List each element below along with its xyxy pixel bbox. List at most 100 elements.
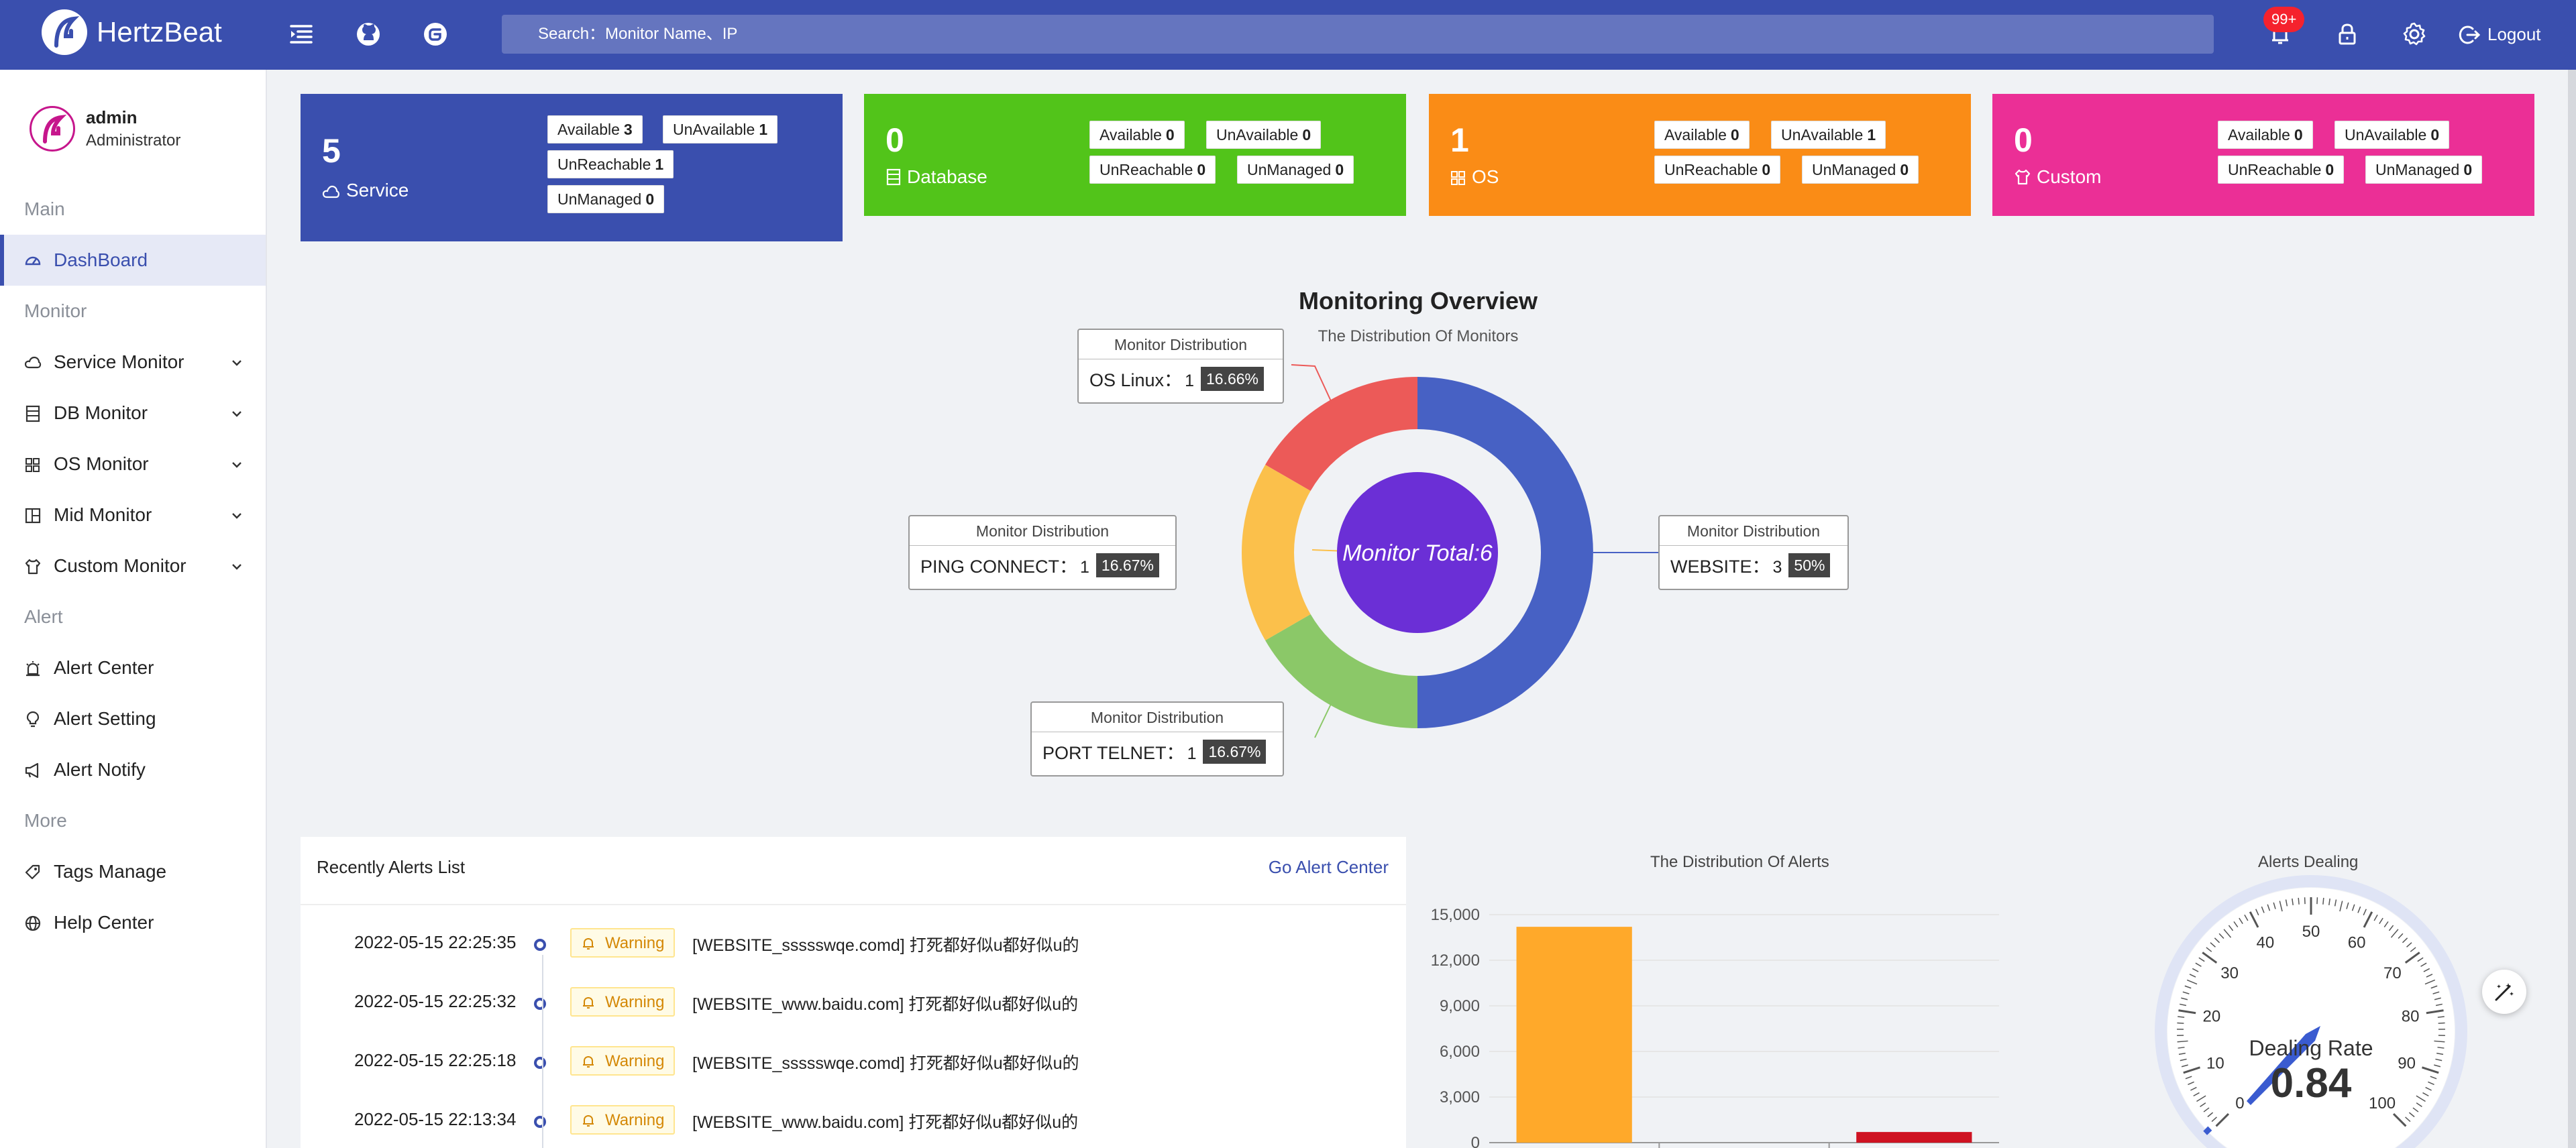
alert-row[interactable]: 2022-05-15 22:25:35 Warning [WEBSITE_sss… (301, 919, 1406, 966)
custom-label: Custom (2014, 166, 2101, 188)
timeline-dot (534, 1116, 546, 1128)
gauge-tick (2398, 933, 2404, 939)
gauge-tick (2416, 1102, 2422, 1108)
service-summary-card[interactable]: 5 Service Available 3 UnAvailable 1 UnReac… (301, 94, 843, 241)
status-tag-unavailable[interactable]: UnAvailable 1 (1771, 121, 1886, 149)
notification-badge: 99+ (2263, 7, 2305, 32)
gauge-tick (2203, 1107, 2210, 1112)
gitee-icon[interactable] (421, 20, 449, 48)
gauge-tick-label: 100 (2369, 1094, 2396, 1112)
gauge-tick (2273, 902, 2276, 909)
monitor-distribution-chart[interactable]: Monitor Total:6 (872, 349, 1945, 791)
overview-subtitle: The Distribution Of Monitors (1318, 327, 1519, 345)
gauge-tick (2410, 947, 2416, 952)
bar-emergency[interactable] (1856, 1132, 1972, 1143)
database-summary-card[interactable]: 0 Database Available 0 UnAvailable 0 UnRea… (864, 94, 1406, 216)
gauge-needle (2247, 1026, 2320, 1105)
chevron-down-icon (232, 513, 241, 519)
alert-row[interactable]: 2022-05-15 22:13:34 Warning [WEBSITE_www… (301, 1096, 1406, 1143)
slice-os-linux[interactable] (1265, 377, 1417, 491)
alert-row[interactable]: 2022-05-15 22:25:18 Warning [WEBSITE_sss… (301, 1037, 1406, 1084)
status-tag-unmanaged[interactable]: UnManaged 0 (2365, 156, 2483, 184)
gauge-tick (2178, 1052, 2186, 1055)
sidebar-item-os-monitor[interactable]: OS Monitor (0, 439, 266, 490)
sidebar-item-mid-monitor[interactable]: Mid Monitor (0, 490, 266, 540)
database-icon (886, 168, 901, 186)
logout-label: Logout (2487, 24, 2541, 44)
gauge-tick (2180, 1058, 2187, 1061)
gauge-tick (2430, 985, 2438, 989)
settings-gear-icon[interactable] (2400, 20, 2428, 48)
alert-row[interactable]: 2022-05-15 22:25:32 Warning [WEBSITE_www… (301, 978, 1406, 1025)
gauge-tick (2402, 937, 2408, 943)
status-tag-available[interactable]: Available 0 (2218, 121, 2313, 149)
alerts-distribution-chart[interactable]: 0 3,000 6,000 9,000 12,000 15,000 (1409, 872, 2026, 1148)
sidebar-item-alert-center[interactable]: Alert Center (0, 642, 266, 693)
sidebar-item-alert-setting[interactable]: Alert Setting (0, 693, 266, 744)
app-name[interactable]: HertzBeat (97, 16, 222, 48)
go-alert-center-link[interactable]: Go Alert Center (1268, 857, 1389, 877)
sidebar-item-db-monitor[interactable]: DB Monitor (0, 388, 266, 439)
y-tick-label: 15,000 (1431, 906, 1480, 924)
slice-ping-connect[interactable] (1242, 465, 1311, 640)
github-icon[interactable] (354, 20, 382, 48)
status-tag-available[interactable]: Available 0 (1654, 121, 1750, 149)
global-icon (25, 915, 41, 931)
status-tag-unmanaged[interactable]: UnManaged 0 (1802, 156, 1919, 184)
os-label: OS (1450, 166, 1499, 188)
status-tag-available[interactable]: Available 3 (547, 115, 643, 144)
gauge-tick (2416, 1095, 2426, 1102)
gauge-value: 0.84 (2271, 1060, 2352, 1106)
sidebar-item-help-center[interactable]: Help Center (0, 897, 266, 948)
user-panel[interactable]: admin Administrator (30, 101, 258, 168)
sidebar-item-custom-monitor[interactable]: Custom Monitor (0, 540, 266, 591)
gauge-tick-label: 40 (2257, 933, 2275, 952)
gauge-tick (2180, 1003, 2187, 1007)
status-tag-unavailable[interactable]: UnAvailable 1 (663, 115, 778, 144)
os-summary-card[interactable]: 1 OS Available 0 UnAvailable 1 UnReachable… (1429, 94, 1971, 216)
floating-edit-button[interactable] (2482, 970, 2526, 1014)
slice-port-telnet[interactable] (1265, 614, 1417, 728)
gauge-label: Dealing Rate (2249, 1036, 2373, 1060)
status-tag-unmanaged[interactable]: UnManaged 0 (1237, 156, 1354, 184)
gauge-tick (2211, 1116, 2217, 1123)
sidebar-item-alert-notify[interactable]: Alert Notify (0, 744, 266, 795)
sidebar-item-dashboard[interactable]: DashBoard (0, 235, 266, 286)
logout-button[interactable]: Logout (2457, 19, 2541, 50)
status-tag-unavailable[interactable]: UnAvailable 0 (2334, 121, 2450, 149)
lock-icon[interactable] (2333, 20, 2361, 48)
slice-website[interactable] (1417, 377, 1593, 728)
status-tag-unreachable[interactable]: UnReachable 0 (1654, 156, 1781, 184)
status-tag-unavailable[interactable]: UnAvailable 0 (1206, 121, 1322, 149)
gauge-tick (2412, 1107, 2419, 1112)
gauge-tick (2182, 991, 2190, 994)
avatar[interactable] (30, 106, 75, 152)
status-tag-unreachable[interactable]: UnReachable 0 (2218, 156, 2345, 184)
custom-summary-card[interactable]: 0 Custom Available 0 UnAvailable 0 UnReach… (1992, 94, 2534, 216)
status-tag-unreachable[interactable]: UnReachable 1 (547, 150, 674, 178)
status-tag-unmanaged[interactable]: UnManaged 0 (547, 185, 665, 213)
sidebar-item-tags-manage[interactable]: Tags Manage (0, 846, 266, 897)
gauge-progress-arc (2203, 1126, 2212, 1135)
gauge-tick (2383, 921, 2389, 927)
gauge-tick (2379, 917, 2383, 924)
hertzbeat-logo[interactable] (42, 9, 87, 55)
gauge-tick (2279, 901, 2283, 912)
bar-warning[interactable] (1516, 927, 1632, 1143)
search-input[interactable]: Search：Monitor Name、IP (502, 15, 2214, 54)
gauge-tick (2334, 899, 2337, 907)
user-role: Administrator (86, 131, 181, 150)
gauge-tick-label: 80 (2402, 1008, 2420, 1026)
gauge-tick (2328, 898, 2330, 906)
gauge-tick (2196, 1095, 2206, 1102)
gauge-tick (2207, 1112, 2214, 1118)
status-tag-unreachable[interactable]: UnReachable 0 (1089, 156, 1216, 184)
menu-fold-icon[interactable] (287, 20, 315, 48)
page-scrollbar[interactable] (2568, 70, 2576, 1148)
status-tag-available[interactable]: Available 0 (1089, 121, 1185, 149)
sidebar-item-service-monitor[interactable]: Service Monitor (0, 337, 266, 388)
gauge-tick (2363, 911, 2373, 928)
top-header: HertzBeat Search：Monitor Name、IP 99+ Log… (0, 0, 2576, 70)
gauge-tick (2223, 929, 2232, 938)
